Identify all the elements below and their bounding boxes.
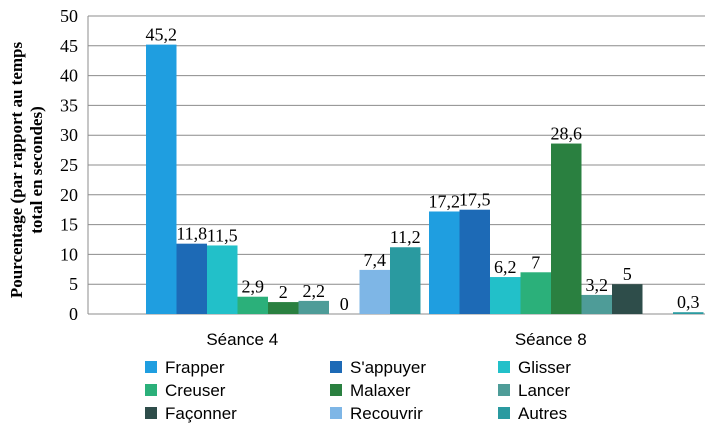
bar [551,143,582,314]
y-tick-label: 30 [60,125,78,145]
bar [176,243,207,314]
legend-label: Autres [518,404,567,423]
bar [520,272,551,314]
legend-label: Glisser [518,358,571,377]
bar [581,294,612,314]
y-tick-label: 5 [69,274,78,294]
y-axis-title: total en secondes) [27,106,46,233]
bar [490,277,521,314]
y-tick-label: 35 [60,95,78,115]
data-label: 7,4 [364,250,387,270]
legend-swatch [330,407,342,419]
data-label: 11,8 [176,224,207,244]
x-category-label: Séance 8 [515,330,587,349]
legend-label: Malaxer [350,381,411,400]
bar [207,245,238,314]
data-label: 0 [340,294,349,314]
data-label: 45,2 [146,25,178,45]
data-label: 11,5 [207,225,238,245]
bar [268,302,299,314]
bar [359,269,390,314]
y-tick-label: 50 [60,6,78,26]
y-tick-label: 45 [60,36,78,56]
legend-label: Lancer [518,381,570,400]
bar [429,211,460,314]
data-label: 17,2 [429,191,461,211]
bar [673,312,704,314]
data-label: 11,2 [390,227,421,247]
data-label: 2 [279,282,288,302]
legend-label: Frapper [165,358,225,377]
legend-swatch [145,407,157,419]
bar [612,284,643,314]
legend-label: S'appuyer [350,358,426,377]
y-tick-label: 20 [60,185,78,205]
y-tick-label: 25 [60,155,78,175]
data-label: 17,5 [459,190,491,210]
legend-swatch [330,384,342,396]
legend-swatch [145,361,157,373]
y-tick-label: 0 [69,304,78,324]
legend-swatch [498,384,510,396]
data-label: 0,3 [677,292,700,312]
bar [237,296,268,314]
bar [390,247,421,314]
data-label: 5 [623,264,632,284]
legend-swatch [330,361,342,373]
legend-label: Recouvrir [350,404,423,423]
bar [146,44,177,314]
y-tick-label: 40 [60,66,78,86]
legend-swatch [498,407,510,419]
legend-label: Creuser [165,381,226,400]
data-label: 28,6 [551,124,583,144]
legend-swatch [145,384,157,396]
bar [459,209,490,314]
y-tick-label: 10 [60,244,78,264]
data-label: 7 [531,252,540,272]
data-label: 2,2 [303,281,326,301]
data-label: 3,2 [586,275,609,295]
y-axis-title: Pourcentage (par rapport au temps [7,42,26,299]
legend-label: Façonner [165,404,237,423]
y-tick-label: 15 [60,215,78,235]
data-label: 6,2 [494,257,517,277]
legend-swatch [498,361,510,373]
data-label: 2,9 [242,277,265,297]
x-category-label: Séance 4 [206,330,278,349]
bar [298,300,329,314]
